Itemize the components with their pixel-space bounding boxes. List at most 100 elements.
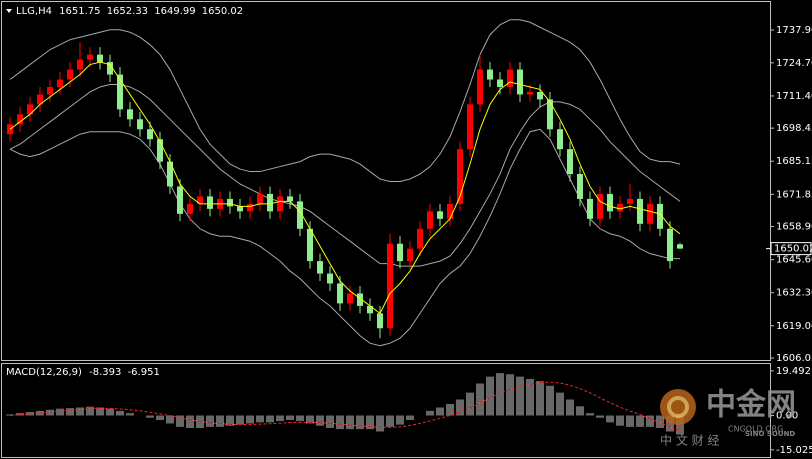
candle-body — [187, 203, 193, 214]
current-price-box — [770, 242, 812, 256]
y-tick-label: 1671.85 — [776, 189, 812, 200]
macd-signal-line — [9, 381, 681, 432]
header-close: 1650.02 — [202, 6, 243, 17]
candle-body — [517, 69, 523, 95]
axis-layer: 1737.90 1724.70 1711.40 1698.45 1685.15 1671.… — [766, 25, 812, 456]
candle-body — [287, 196, 293, 202]
candle-body — [657, 203, 663, 229]
macd-signal-value: -6.951 — [128, 367, 160, 378]
candle-body — [637, 198, 643, 224]
candle-body — [437, 211, 443, 219]
candle-body — [407, 248, 413, 262]
y-tick-label: 19.492 — [776, 366, 811, 377]
y-tick-label: 1711.40 — [776, 91, 812, 102]
y-tick-label: 1632.30 — [776, 288, 812, 299]
macd-label: MACD(12,26,9) — [6, 367, 82, 378]
candle-body — [247, 203, 253, 212]
candle-body — [47, 86, 53, 95]
candle-body — [137, 119, 143, 130]
candle-body — [177, 186, 183, 214]
candle-body — [147, 129, 153, 140]
y-tick-label: 1606.05 — [776, 353, 812, 364]
watermark-tagline: 中 文 财 经 — [660, 433, 719, 448]
candle-body — [527, 91, 533, 95]
candle-body — [397, 243, 403, 262]
watermark: 中金网 CNGOLD.ORG 中 文 财 经 SINO SOUND — [660, 388, 796, 448]
candle-body — [367, 305, 373, 314]
candle-body — [677, 244, 683, 249]
candle-body — [487, 69, 493, 80]
header-low: 1649.99 — [154, 6, 195, 17]
candle-body — [197, 196, 203, 204]
chart-header: LLG,H4 1651.75 1652.33 1649.99 1650.02 — [16, 6, 243, 17]
y-tick-label: 1724.70 — [776, 58, 812, 69]
candle-body — [587, 198, 593, 219]
candle-body — [257, 193, 263, 204]
candle-body — [237, 206, 243, 212]
candle-body — [37, 94, 43, 105]
macd-layer — [6, 373, 684, 435]
candle-body — [447, 203, 453, 219]
dropdown-icon — [6, 9, 12, 13]
candle-body — [57, 79, 63, 87]
candle-body — [207, 196, 213, 209]
main-panel-frame — [1, 1, 771, 361]
candle-body — [267, 193, 273, 212]
candle-body — [307, 228, 313, 262]
macd-histogram-value: -8.393 — [89, 367, 121, 378]
candle-body — [67, 69, 73, 80]
candle-body — [347, 293, 353, 304]
candle-body — [547, 99, 553, 130]
candle-body — [537, 91, 543, 100]
y-tick-label: 0.00 — [776, 410, 798, 421]
candle-body — [297, 201, 303, 229]
candle-body — [337, 283, 343, 304]
candle-body — [167, 161, 173, 187]
y-tick-label: 1698.45 — [776, 123, 812, 134]
candle-body — [607, 193, 613, 212]
watermark-site: CNGOLD.ORG — [728, 425, 783, 434]
candle-body — [577, 174, 583, 199]
candle-body — [127, 109, 133, 120]
y-tick-label: -15.025 — [776, 445, 812, 456]
candle-body — [567, 149, 573, 175]
candle-body — [377, 313, 383, 329]
candle-body — [117, 74, 123, 110]
candle-body — [477, 69, 483, 105]
candle-body — [387, 243, 393, 329]
candle-body — [87, 54, 93, 60]
watermark-brand: SINO SOUND — [745, 430, 795, 438]
macd-header: MACD(12,26,9) -8.393 -6.951 — [6, 367, 160, 378]
candle-body — [457, 149, 463, 204]
candle-body — [667, 228, 673, 262]
y-tick-label: 1645.60 — [776, 255, 812, 266]
candle-body — [557, 129, 563, 150]
candle-body — [497, 79, 503, 87]
candle-body — [617, 203, 623, 212]
candle-body — [357, 293, 363, 306]
candle-body — [627, 198, 633, 204]
current-price-label: 1650.02 — [774, 244, 812, 255]
y-tick-label: 1737.90 — [776, 25, 812, 36]
candle-body — [277, 196, 283, 212]
candle-body — [227, 198, 233, 207]
candle-body — [507, 69, 513, 87]
candle-body — [647, 203, 653, 224]
candle-body — [77, 59, 83, 70]
candle-body — [107, 62, 113, 75]
watermark-logo: 中金网 — [706, 388, 796, 423]
bollinger-lower — [9, 128, 680, 347]
header-high: 1652.33 — [107, 6, 148, 17]
candle-body — [327, 273, 333, 284]
moving-average — [9, 61, 681, 315]
macd-panel-frame — [1, 363, 771, 458]
candle-body — [17, 114, 23, 125]
candle-body — [467, 104, 473, 150]
bollinger-upper — [9, 19, 681, 182]
watermark-logo-icon — [660, 389, 696, 425]
candle-body — [417, 228, 423, 249]
symbol: LLG,H4 — [16, 6, 52, 17]
